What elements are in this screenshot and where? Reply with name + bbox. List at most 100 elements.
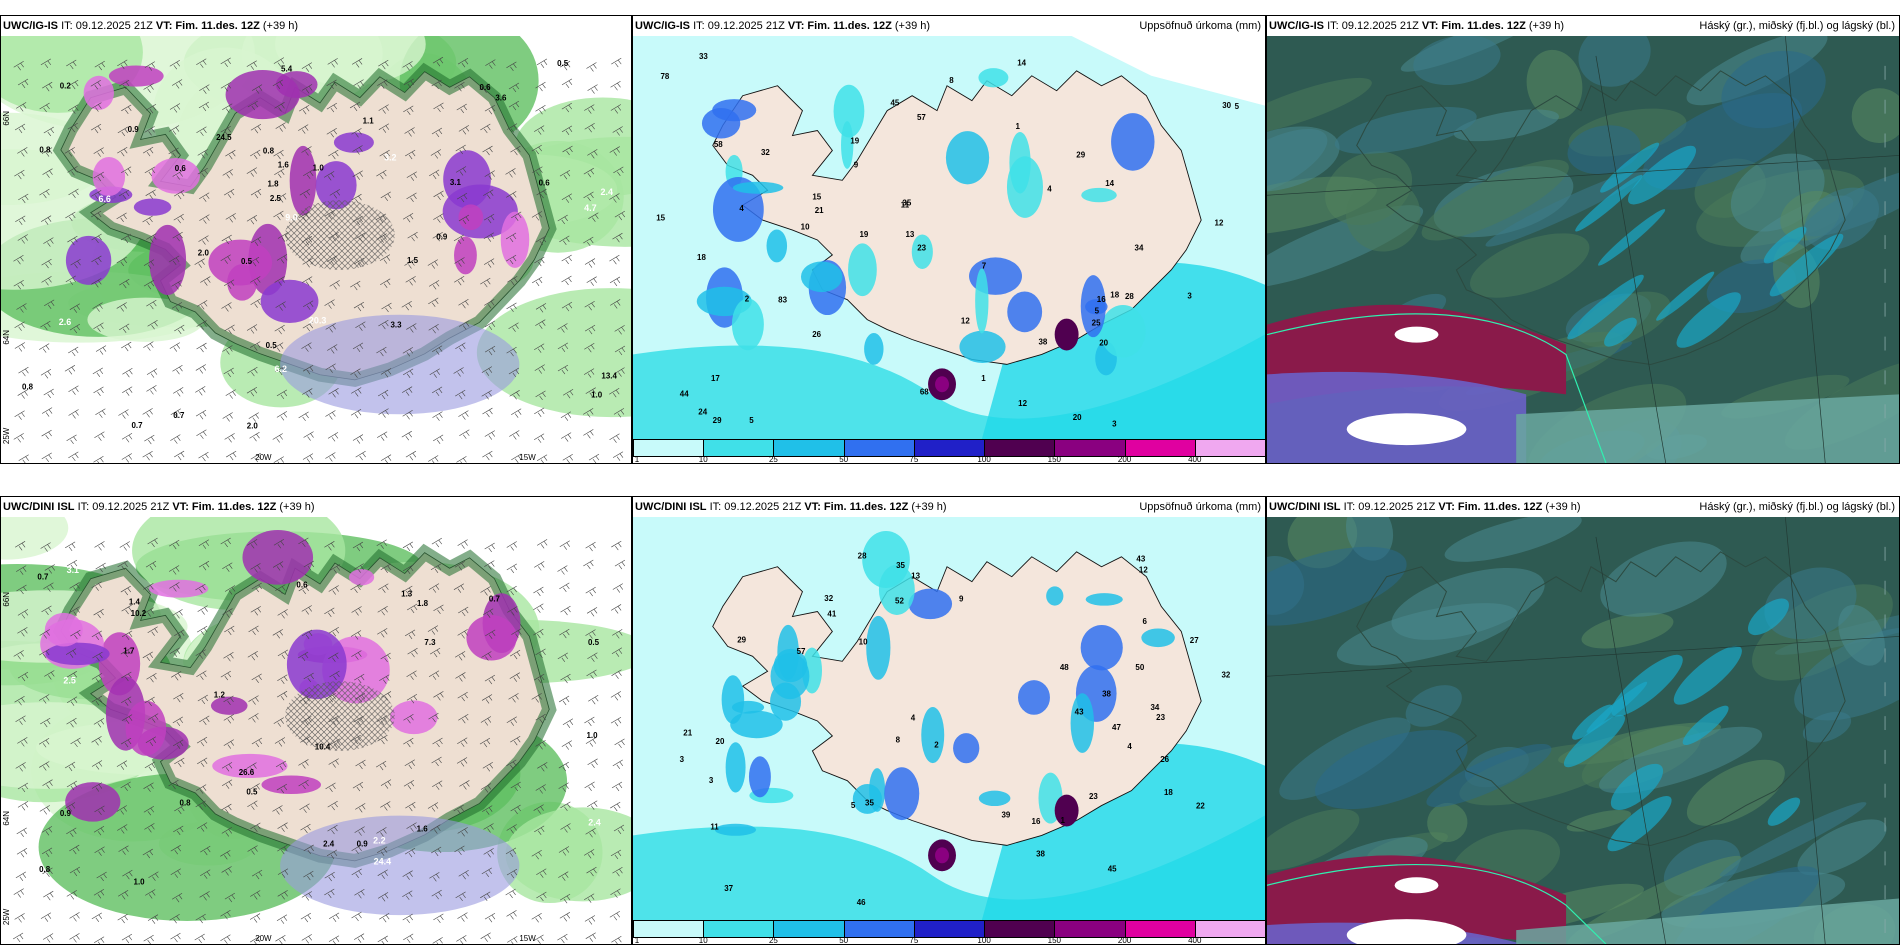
wind-barb xyxy=(42,933,54,943)
precip-area xyxy=(1070,693,1095,753)
wind-barb xyxy=(377,79,388,89)
wind-barb xyxy=(194,933,205,944)
cloud-area xyxy=(1600,541,1727,617)
wind-barb xyxy=(143,279,155,290)
wind-barb xyxy=(583,191,594,202)
colorbar-swatch xyxy=(913,920,986,938)
cloud-area xyxy=(1470,233,1590,298)
wind-barb xyxy=(352,215,363,226)
colorbar-swatch xyxy=(773,439,845,457)
precip-value: 45 xyxy=(891,98,900,107)
precip-value: 5 xyxy=(1235,102,1240,111)
wind-barb xyxy=(585,541,596,552)
wind-barb xyxy=(583,236,594,247)
cloud-area xyxy=(1427,802,1468,843)
wind-barb xyxy=(41,847,53,858)
cloud-area xyxy=(1804,187,1880,250)
precip-value: 25 xyxy=(1092,318,1101,327)
precip-value: 29 xyxy=(737,635,746,644)
wind-barb xyxy=(559,169,571,180)
cloud-area xyxy=(1345,517,1394,561)
wind-barb xyxy=(457,691,468,702)
wind-value: 0.7 xyxy=(132,421,144,430)
lead-time: (+39 h) xyxy=(894,20,931,32)
wind-barb xyxy=(325,452,336,462)
wind-barb xyxy=(585,932,596,942)
wind-barb xyxy=(531,211,543,221)
wind-value: 1.7 xyxy=(123,646,135,655)
wind-barb xyxy=(583,368,595,378)
wind-barb xyxy=(91,695,103,706)
wind-barb xyxy=(93,171,105,182)
wind-barb xyxy=(431,889,442,900)
wind-barb xyxy=(146,672,157,683)
cloud-teal-area xyxy=(1516,394,1899,463)
wind-barb xyxy=(90,123,102,134)
wind-barb xyxy=(510,781,521,792)
wind-barb xyxy=(610,888,621,898)
wind-barb xyxy=(380,801,391,811)
wind-barb xyxy=(272,79,284,90)
wind-barb xyxy=(507,275,518,286)
vt-label: VT: xyxy=(804,501,821,513)
wind-barb xyxy=(531,693,542,703)
wind-barb xyxy=(169,539,180,550)
wind-barb xyxy=(174,629,185,639)
precip-value: 68 xyxy=(920,387,929,396)
wind-barb xyxy=(329,564,341,574)
cloud-white-area xyxy=(1394,877,1439,894)
wind-barb xyxy=(351,650,362,660)
wind-barb xyxy=(559,912,571,922)
wind-barb xyxy=(220,934,231,944)
precip-value: 35 xyxy=(902,199,911,208)
wind-barb xyxy=(246,60,258,70)
wind-barb xyxy=(402,585,413,596)
wind-barb xyxy=(536,539,548,549)
wind-barb xyxy=(377,892,389,902)
precip-value: 28 xyxy=(1125,292,1134,301)
wind-barb xyxy=(609,387,620,398)
wind-barb xyxy=(143,341,154,351)
wind-barb xyxy=(144,761,156,771)
precip-value: 5 xyxy=(749,416,754,425)
wind-barb xyxy=(303,672,314,683)
wind-barb xyxy=(43,126,55,137)
wind-barb xyxy=(276,254,288,264)
wind-barb xyxy=(44,564,56,574)
wind-barb xyxy=(301,605,312,615)
wind-barb xyxy=(119,541,130,551)
precip-value: 1 xyxy=(1060,816,1065,825)
cloud-area xyxy=(1421,159,1569,241)
wind-high-area xyxy=(280,815,520,916)
wind-barb xyxy=(145,189,156,199)
wind-barb xyxy=(431,756,442,767)
wind-barb xyxy=(534,256,545,267)
wind-barb xyxy=(457,629,468,639)
wind-barb xyxy=(93,608,104,619)
vt-label: VT: xyxy=(172,501,189,513)
wind-barb xyxy=(66,434,77,444)
wind-barb xyxy=(430,824,441,834)
precip-value: 12 xyxy=(1139,566,1148,575)
wind-barb xyxy=(456,192,468,203)
colorbar-tick: 100 xyxy=(977,455,991,464)
wind-barb xyxy=(40,215,52,225)
wind-barb xyxy=(428,455,439,463)
precip-core xyxy=(1054,318,1079,351)
precip-value: 2 xyxy=(934,741,939,750)
cloud-area xyxy=(1566,810,1632,832)
wind-shade xyxy=(1,517,69,560)
precip-area xyxy=(841,121,854,169)
wind-gust-area xyxy=(108,65,164,87)
wind-barb xyxy=(41,429,52,440)
precip-area xyxy=(800,261,843,293)
wind-barb xyxy=(248,713,259,723)
wind-barb xyxy=(41,605,52,616)
wind-barb xyxy=(298,759,309,769)
wind-barb xyxy=(69,606,80,616)
wind-barb xyxy=(558,871,569,881)
wind-barb xyxy=(480,716,492,726)
wind-barb xyxy=(535,390,546,401)
wind-barb xyxy=(276,914,288,924)
wind-barb xyxy=(407,231,418,242)
